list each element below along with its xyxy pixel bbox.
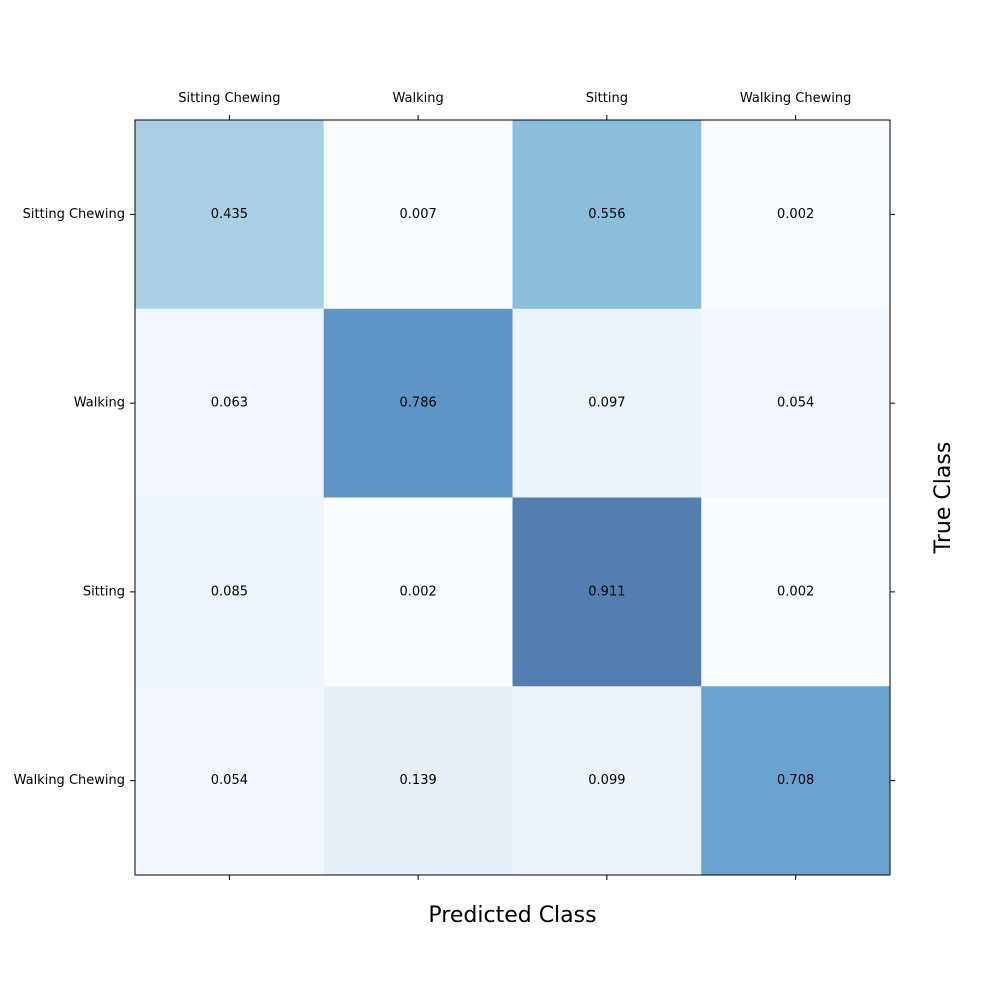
heatmap-cell-r1-c1 bbox=[323, 308, 513, 498]
heatmap-cell-r0-c0 bbox=[135, 120, 325, 310]
y-tick-label-0: Sitting Chewing bbox=[23, 207, 125, 222]
axis-ticks bbox=[130, 115, 895, 880]
x-tick-label-3: Walking Chewing bbox=[740, 91, 851, 106]
heatmap-cell-label-r2-c0: 0.085 bbox=[211, 584, 248, 599]
heatmap-cell-r2-c2 bbox=[512, 497, 702, 687]
heatmap-cell-label-r3-c2: 0.099 bbox=[588, 773, 625, 788]
heatmap-cell-label-r2-c1: 0.002 bbox=[400, 584, 437, 599]
heatmap-cell-label-r3-c1: 0.139 bbox=[400, 773, 437, 788]
heatmap-cell-r0-c2 bbox=[512, 120, 702, 310]
plot-frame bbox=[134, 119, 891, 876]
heatmap-cell-label-r2-c2: 0.911 bbox=[588, 584, 625, 599]
heatmap-cell-r3-c3 bbox=[701, 686, 891, 876]
x-tick-label-2: Sitting bbox=[586, 91, 628, 106]
heatmap-cell-label-r0-c0: 0.435 bbox=[211, 207, 248, 222]
heatmap-cell-label-r3-c0: 0.054 bbox=[211, 773, 248, 788]
heatmap-cell-r3-c2 bbox=[512, 686, 702, 876]
heatmap-cell-label-r1-c2: 0.097 bbox=[588, 396, 625, 411]
x-tick-label-1: Walking bbox=[393, 91, 444, 106]
heatmap-cells bbox=[135, 120, 891, 876]
heatmap-cell-r0-c1 bbox=[323, 120, 513, 310]
heatmap-cell-r3-c0 bbox=[135, 686, 325, 876]
heatmap-cell-label-r3-c3: 0.708 bbox=[777, 773, 814, 788]
heatmap-cell-r2-c1 bbox=[323, 497, 513, 687]
heatmap-cell-r2-c0 bbox=[135, 497, 325, 687]
heatmap-cell-r1-c0 bbox=[135, 308, 325, 498]
heatmap-cell-r3-c1 bbox=[323, 686, 513, 876]
axis-tick-labels: Sitting Chewing Walking Sitting Walking Che… bbox=[14, 91, 852, 788]
heatmap-cell-r1-c3 bbox=[701, 308, 891, 498]
heatmap-cell-labels: 0.435 0.007 0.556 0.002 0.063 0.786 0.097 0.054… bbox=[211, 207, 814, 788]
y-tick-label-1: Walking bbox=[74, 396, 125, 411]
heatmap-cell-label-r0-c3: 0.002 bbox=[777, 207, 814, 222]
heatmap-cell-label-r1-c3: 0.054 bbox=[777, 396, 814, 411]
x-tick-label-0: Sitting Chewing bbox=[178, 91, 280, 106]
heatmap-cell-label-r1-c1: 0.786 bbox=[400, 396, 437, 411]
x-axis-title: Predicted Class bbox=[428, 903, 596, 928]
heatmap-cell-label-r0-c1: 0.007 bbox=[400, 207, 437, 222]
heatmap-cell-label-r1-c0: 0.063 bbox=[211, 396, 248, 411]
heatmap-cell-label-r2-c3: 0.002 bbox=[777, 584, 814, 599]
y-axis-title: True Class bbox=[931, 442, 956, 555]
heatmap-cell-r0-c3 bbox=[701, 120, 891, 310]
y-tick-label-3: Walking Chewing bbox=[14, 773, 125, 788]
y-tick-label-2: Sitting bbox=[83, 584, 125, 599]
heatmap-cell-label-r0-c2: 0.556 bbox=[588, 207, 625, 222]
heatmap-cell-r1-c2 bbox=[512, 308, 702, 498]
heatmap-cell-r2-c3 bbox=[701, 497, 891, 687]
